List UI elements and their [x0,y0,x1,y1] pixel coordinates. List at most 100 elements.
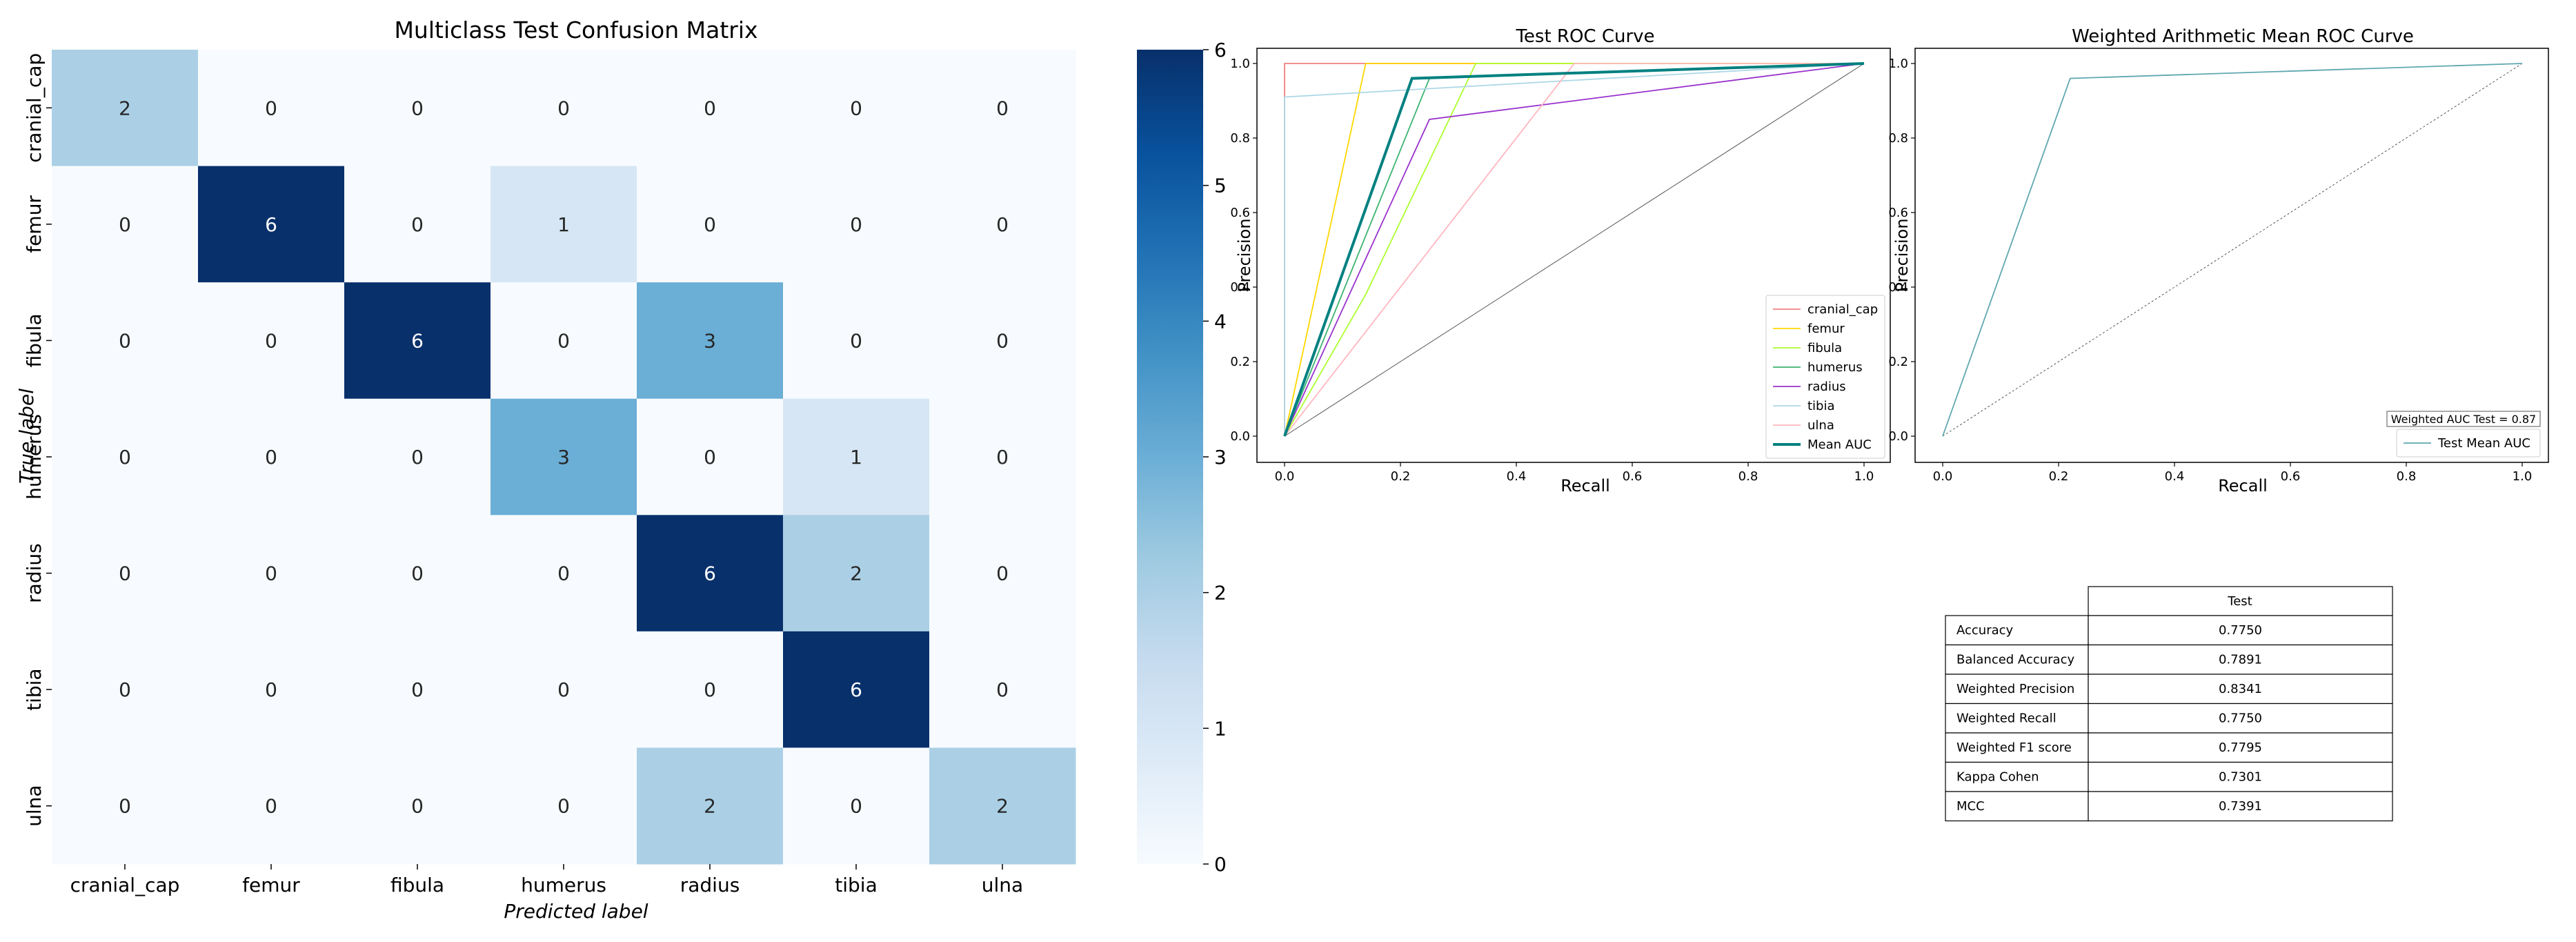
table-row-label: Accuracy [1956,623,2014,638]
heatmap-cell [491,166,637,283]
heatmap-cell [637,282,784,400]
heatmap-cell-value: 3 [704,329,716,352]
table-row-value: 0.7750 [2219,712,2262,726]
colorbar-tick-label: 0 [1214,853,1227,876]
heatmap-cell-value: 6 [850,678,862,701]
heatmap-cell [52,166,199,283]
table-value-cell [2088,615,2393,646]
heatmap-cell-value: 0 [411,213,424,236]
heatmap-cell [783,515,930,632]
heatmap-cell-value: 0 [850,213,862,236]
heatmap-cell [491,398,637,516]
heatmap-cell [344,50,491,167]
heatmap-cell-value: 0 [119,678,131,701]
heatmap-cell-value: 0 [850,97,862,119]
heatmap-x-tick-label: humerus [521,874,606,896]
heatmap-cell [198,631,345,748]
heatmap-cell [783,282,930,400]
table-value-cell [2088,791,2393,822]
table-row-value: 0.7301 [2219,770,2262,785]
heatmap-cells: 2 0 0 0 0 0 0 0 6 0 1 0 0 0 0 0 6 0 3 0 0 0 0 0 3 0 1 0 0 0 0 0 6 2 0 0 0 0 0 0… [52,50,1076,865]
heatmap-cell [198,398,345,516]
heatmap-cell-value: 0 [996,678,1009,701]
roc2-annotation-frame [2386,411,2541,427]
roc1-title: Test ROC Curve [1515,26,1654,47]
heatmap-cell-value: 0 [411,446,424,469]
heatmap-y-tick-label: femur [23,195,46,253]
x-tick-label: 0.2 [2049,469,2069,484]
legend-label: Test Mean AUC [2437,436,2530,451]
table-row-label: Weighted Precision [1956,682,2074,696]
x-tick-label: 0.6 [2281,469,2301,484]
heatmap-cell-value: 0 [704,213,716,236]
legend-frame [1765,295,1885,459]
test-roc-curve-panel: Test ROC Curve 0.00.00.20.20.40.40.60.60… [1230,26,1891,495]
table-label-cell [1945,615,2089,646]
heatmap-y-tick-label: cranial_cap [23,53,46,163]
heatmap-cell [198,747,345,865]
heatmap-cell-value: 0 [119,562,131,585]
heatmap-x-tick-label: ulna [982,874,1023,896]
heatmap-cell [929,398,1076,516]
heatmap-cell [344,166,491,283]
x-tick-label: 0.4 [1507,469,1527,484]
y-tick-label: 0.0 [1230,429,1250,444]
heatmap-cell [929,166,1076,283]
y-tick-label: 0.0 [1888,429,1908,444]
heatmap-cell-value: 2 [996,795,1009,818]
x-tick-label: 0.4 [2165,469,2185,484]
heatmap-cell [929,515,1076,632]
table-value-cell [2088,703,2393,734]
roc2-title: Weighted Arithmetic Mean ROC Curve [2072,26,2414,47]
legend-frame [2396,429,2541,458]
heatmap-cell [637,398,784,516]
legend-label: cranial_cap [1807,302,1878,317]
table-row-label: MCC [1956,799,1985,814]
heatmap-cell-value: 0 [411,97,424,119]
table-row-value: 0.7391 [2219,799,2262,814]
table-row-value: 0.7750 [2219,623,2262,638]
heatmap-cell-value: 6 [265,213,277,236]
colorbar-scale [1137,50,1203,864]
roc1-x-axis-label: Recall [1561,476,1610,495]
roc2-ticks: 0.0 0.0 0.2 0.2 0.4 0.4 0.6 0.6 0.8 0.8 1.0 1.0 [1888,57,2532,484]
heatmap-cell-value: 0 [850,795,862,818]
heatmap-cell-value: 0 [557,678,570,701]
heatmap-title: Multiclass Test Confusion Matrix [394,17,757,43]
heatmap-cell [52,631,199,748]
heatmap-cell-value: 1 [557,213,570,236]
heatmap-cell [637,747,784,865]
y-tick-label: 1.0 [1888,57,1908,71]
x-tick-label: 0.6 [1623,469,1643,484]
roc2-lines [1942,63,2523,437]
y-tick-label: 0.2 [1888,355,1908,369]
heatmap-cell-value: 0 [704,446,716,469]
heatmap-cell [929,631,1076,748]
roc1-lines [1283,62,1865,437]
table-row-label: Weighted F1 score [1956,740,2072,755]
x-tick-label: 0.8 [1738,469,1758,484]
heatmap-cell-value: 0 [411,795,424,818]
heatmap-cell [52,50,199,167]
heatmap-cell [52,515,199,632]
legend-label: humerus [1807,360,1863,375]
heatmap-cell-value: 0 [265,795,277,818]
metrics-table-rows: Accuracy 0.7750 Balanced Accuracy 0.7891 Wei… [1945,615,2393,822]
heatmap-cell-value: 0 [557,329,570,352]
heatmap-cell [783,631,930,748]
heatmap-x-tick-label: tibia [835,874,877,896]
heatmap-x-tick-label: femur [242,874,300,896]
heatmap-cell [344,747,491,865]
colorbar: 0 1 2 3 4 5 6 [1137,39,1227,876]
table-row-label: Kappa Cohen [1956,770,2039,785]
heatmap-cell-value: 0 [704,97,716,119]
heatmap-cell-value: 6 [411,329,424,352]
y-tick-label: 0.6 [1888,206,1908,220]
heatmap-cell-value: 2 [119,97,131,119]
y-tick-label: 0.4 [1888,280,1908,295]
heatmap-y-tick-label: fibula [23,313,46,367]
y-tick-label: 0.4 [1230,280,1250,295]
heatmap-y-axis-label: True label [15,389,38,484]
